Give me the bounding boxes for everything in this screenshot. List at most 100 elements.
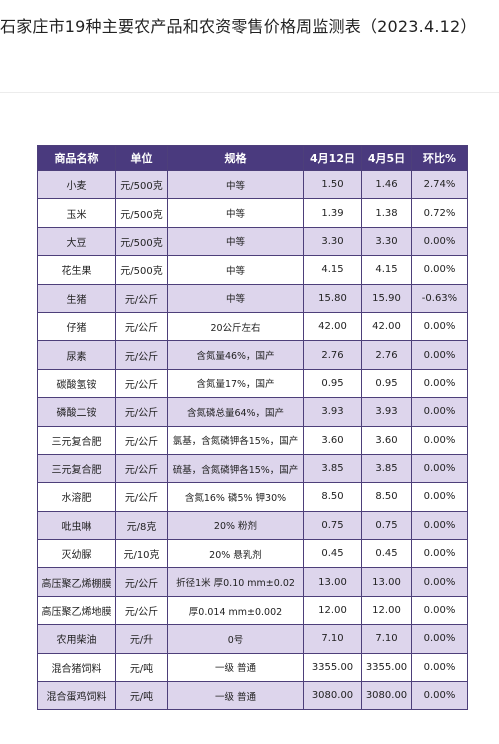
cell-change: 0.00% bbox=[411, 595, 468, 626]
cell-name: 磷酸二铵 bbox=[37, 397, 116, 427]
cell-current-price: 0.95 bbox=[303, 368, 362, 399]
cell-change: 0.00% bbox=[411, 624, 468, 654]
cell-current-price: 1.50 bbox=[303, 169, 362, 200]
cell-change: 0.00% bbox=[411, 567, 468, 597]
col-header-current-price: 4月12日 bbox=[303, 145, 362, 171]
table-row: 三元复合肥 元/公斤 硫基，含氮磷钾各15%，国产 3.85 3.85 0.00% bbox=[37, 453, 468, 484]
cell-change: 0.00% bbox=[411, 681, 468, 711]
table-row: 三元复合肥 元/公斤 氯基，含氮磷钾各15%，国产 3.60 3.60 0.00% bbox=[37, 425, 468, 455]
cell-change: 0.00% bbox=[411, 652, 468, 683]
cell-spec: 中等 bbox=[167, 255, 304, 285]
cell-spec: 含氮16% 磷5% 钾30% bbox=[167, 482, 304, 512]
table-row: 生猪 元/公斤 中等 15.80 15.90 -0.63% bbox=[37, 283, 468, 313]
cell-unit: 元/公斤 bbox=[115, 283, 168, 313]
price-table: 商品名称 单位 规格 4月12日 4月5日 环比% 小麦 元/500克 中等 1.50… bbox=[37, 145, 468, 711]
cell-previous-price: 2.76 bbox=[361, 340, 412, 370]
cell-name: 玉米 bbox=[37, 198, 116, 228]
cell-previous-price: 7.10 bbox=[361, 624, 412, 654]
cell-current-price: 4.15 bbox=[303, 255, 362, 285]
cell-unit: 元/500克 bbox=[115, 169, 168, 200]
cell-unit: 元/吨 bbox=[115, 681, 168, 711]
cell-unit: 元/500克 bbox=[115, 226, 168, 257]
table-row: 仔猪 元/公斤 20公斤左右 42.00 42.00 0.00% bbox=[37, 311, 468, 342]
divider bbox=[0, 92, 499, 93]
cell-current-price: 3080.00 bbox=[303, 681, 362, 711]
cell-previous-price: 3.30 bbox=[361, 226, 412, 257]
cell-previous-price: 1.38 bbox=[361, 198, 412, 228]
cell-current-price: 0.45 bbox=[303, 539, 362, 569]
table-header: 商品名称 单位 规格 4月12日 4月5日 环比% bbox=[37, 145, 468, 171]
cell-name: 大豆 bbox=[37, 226, 116, 257]
cell-current-price: 3355.00 bbox=[303, 652, 362, 683]
cell-unit: 元/公斤 bbox=[115, 595, 168, 626]
cell-previous-price: 13.00 bbox=[361, 567, 412, 597]
cell-spec: 20公斤左右 bbox=[167, 311, 304, 342]
cell-unit: 元/500克 bbox=[115, 198, 168, 228]
cell-name: 尿素 bbox=[37, 340, 116, 370]
cell-spec: 折径1米 厚0.10 mm±0.02 bbox=[167, 567, 304, 597]
table-row: 尿素 元/公斤 含氮量46%，国产 2.76 2.76 0.00% bbox=[37, 340, 468, 370]
cell-previous-price: 12.00 bbox=[361, 595, 412, 626]
cell-unit: 元/升 bbox=[115, 624, 168, 654]
cell-change: 2.74% bbox=[411, 169, 468, 200]
cell-change: 0.00% bbox=[411, 425, 468, 455]
cell-unit: 元/8克 bbox=[115, 510, 168, 541]
col-header-change: 环比% bbox=[411, 145, 468, 171]
cell-name: 灭幼脲 bbox=[37, 539, 116, 569]
cell-current-price: 42.00 bbox=[303, 311, 362, 342]
cell-change: 0.00% bbox=[411, 226, 468, 257]
cell-current-price: 3.30 bbox=[303, 226, 362, 257]
cell-unit: 元/公斤 bbox=[115, 368, 168, 399]
cell-name: 碳酸氢铵 bbox=[37, 368, 116, 399]
col-header-unit: 单位 bbox=[115, 145, 168, 171]
cell-unit: 元/公斤 bbox=[115, 567, 168, 597]
cell-change: 0.00% bbox=[411, 340, 468, 370]
cell-current-price: 7.10 bbox=[303, 624, 362, 654]
cell-change: 0.00% bbox=[411, 482, 468, 512]
table-body: 小麦 元/500克 中等 1.50 1.46 2.74% 玉米 元/500克 中等 1.39 1.3… bbox=[37, 169, 468, 711]
cell-spec: 20% 粉剂 bbox=[167, 510, 304, 541]
table-row: 小麦 元/500克 中等 1.50 1.46 2.74% bbox=[37, 169, 468, 200]
cell-previous-price: 4.15 bbox=[361, 255, 412, 285]
cell-name: 三元复合肥 bbox=[37, 425, 116, 455]
table-row: 碳酸氢铵 元/公斤 含氮量17%，国产 0.95 0.95 0.00% bbox=[37, 368, 468, 399]
cell-previous-price: 0.95 bbox=[361, 368, 412, 399]
cell-current-price: 15.80 bbox=[303, 283, 362, 313]
table-row: 高压聚乙烯棚膜 元/公斤 折径1米 厚0.10 mm±0.02 13.00 13.00 0… bbox=[37, 567, 468, 597]
cell-unit: 元/公斤 bbox=[115, 397, 168, 427]
cell-change: 0.00% bbox=[411, 539, 468, 569]
table-row: 混合蛋鸡饲料 元/吨 一级 普通 3080.00 3080.00 0.00% bbox=[37, 681, 468, 711]
price-table-container: 商品名称 单位 规格 4月12日 4月5日 环比% 小麦 元/500克 中等 1.50… bbox=[37, 145, 468, 711]
cell-unit: 元/500克 bbox=[115, 255, 168, 285]
cell-name: 高压聚乙烯棚膜 bbox=[37, 567, 116, 597]
cell-name: 高压聚乙烯地膜 bbox=[37, 595, 116, 626]
cell-change: 0.00% bbox=[411, 368, 468, 399]
page-title: 石家庄市19种主要农产品和农资零售价格周监测表（2023.4.12） bbox=[0, 17, 477, 36]
cell-current-price: 1.39 bbox=[303, 198, 362, 228]
col-header-spec: 规格 bbox=[167, 145, 304, 171]
cell-change: 0.00% bbox=[411, 453, 468, 484]
cell-name: 生猪 bbox=[37, 283, 116, 313]
cell-current-price: 3.93 bbox=[303, 397, 362, 427]
cell-previous-price: 3355.00 bbox=[361, 652, 412, 683]
cell-name: 水溶肥 bbox=[37, 482, 116, 512]
cell-spec: 中等 bbox=[167, 169, 304, 200]
cell-previous-price: 3.60 bbox=[361, 425, 412, 455]
cell-change: 0.00% bbox=[411, 311, 468, 342]
cell-current-price: 3.85 bbox=[303, 453, 362, 484]
cell-spec: 一级 普通 bbox=[167, 652, 304, 683]
cell-previous-price: 15.90 bbox=[361, 283, 412, 313]
cell-name: 混合猪饲料 bbox=[37, 652, 116, 683]
cell-previous-price: 0.45 bbox=[361, 539, 412, 569]
cell-spec: 含氮量17%，国产 bbox=[167, 368, 304, 399]
cell-change: 0.00% bbox=[411, 255, 468, 285]
cell-spec: 氯基，含氮磷钾各15%，国产 bbox=[167, 425, 304, 455]
table-row: 玉米 元/500克 中等 1.39 1.38 0.72% bbox=[37, 198, 468, 228]
cell-spec: 中等 bbox=[167, 283, 304, 313]
cell-name: 吡虫啉 bbox=[37, 510, 116, 541]
cell-name: 三元复合肥 bbox=[37, 453, 116, 484]
cell-current-price: 0.75 bbox=[303, 510, 362, 541]
table-row: 水溶肥 元/公斤 含氮16% 磷5% 钾30% 8.50 8.50 0.00% bbox=[37, 482, 468, 512]
cell-spec: 含氮量46%，国产 bbox=[167, 340, 304, 370]
cell-name: 混合蛋鸡饲料 bbox=[37, 681, 116, 711]
